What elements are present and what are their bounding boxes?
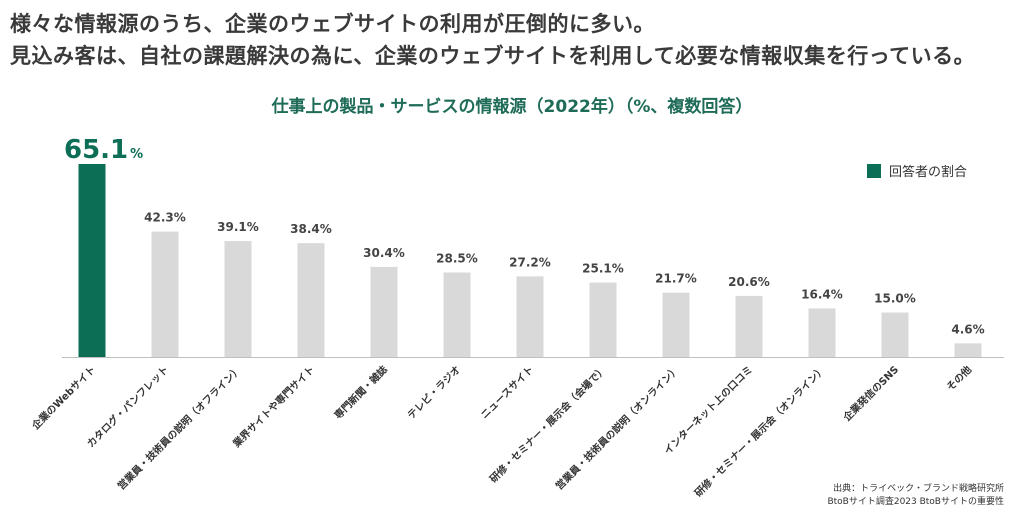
data-label-2: 39.1% [217, 220, 259, 234]
legend: 回答者の割合 [867, 161, 967, 180]
data-label-10: 16.4% [801, 287, 843, 301]
data-label-0: 65.1% [64, 135, 143, 165]
category-label-2: 営業員・技術員の説明（オフライン） [115, 363, 244, 492]
data-label-9: 20.6% [728, 275, 770, 289]
source-note: 出典：トライベック・ブランド戦略研究所 BtoBサイト調査2023 BtoBサイ… [827, 483, 1004, 509]
bar-12 [954, 343, 982, 357]
legend-label: 回答者の割合 [889, 165, 968, 180]
category-label-8: 営業員・技術員の説明（オンライン） [553, 363, 682, 492]
category-label-3: 業界サイトや専門サイト [229, 363, 317, 451]
source-line-2: BtoBサイト調査2023 BtoBサイトの重要性 [827, 497, 1004, 507]
category-label-11: 企業発信のSNS [840, 363, 901, 424]
category-label-6: ニュースサイト [478, 364, 536, 422]
category-label-7: 研修・セミナー・展示会（会場で） [487, 363, 609, 485]
bar-4 [370, 266, 398, 357]
data-label-3: 38.4% [290, 222, 332, 236]
bar-0 [78, 164, 106, 357]
headline-line-2: 見込み客は、自社の課題解決の為に、企業のウェブサイトを利用して必要な情報収集を行… [10, 44, 976, 68]
bar-11 [881, 312, 909, 357]
category-label-0: 企業のWebサイト [28, 363, 98, 433]
bar-8 [662, 292, 690, 357]
data-label-6: 27.2% [509, 255, 551, 269]
bar-10 [808, 308, 836, 357]
category-label-10: 研修・セミナー・展示会（オンライン） [692, 363, 828, 499]
category-label-12: その他 [944, 363, 974, 393]
data-label-4: 30.4% [363, 246, 405, 260]
category-label-5: テレビ・ラジオ [405, 363, 464, 422]
headline-line-1: 様々な情報源のうち、企業のウェブサイトの利用が圧倒的に多い。 [10, 12, 655, 36]
data-label-12: 4.6% [951, 322, 984, 336]
bar-6 [516, 276, 544, 357]
bar-7 [589, 282, 617, 357]
bar-5 [443, 272, 471, 357]
category-label-4: 専門新聞・雑誌 [331, 363, 390, 422]
source-line-1: 出典：トライベック・ブランド戦略研究所 [833, 484, 1004, 494]
data-label-1: 42.3% [144, 211, 186, 225]
bar-2 [224, 241, 252, 357]
data-label-5: 28.5% [436, 252, 478, 266]
bar-9 [735, 295, 763, 357]
category-label-1: カタログ・パンフレット [84, 363, 171, 450]
data-label-8: 21.7% [655, 272, 697, 286]
bar-3 [297, 243, 325, 357]
data-label-11: 15.0% [874, 292, 916, 306]
chart-title: 仕事上の製品・サービスの情報源（2022年）（%、複数回答） [271, 97, 753, 117]
legend-swatch [867, 163, 881, 178]
data-label-7: 25.1% [582, 262, 624, 276]
bar-1 [151, 231, 179, 357]
